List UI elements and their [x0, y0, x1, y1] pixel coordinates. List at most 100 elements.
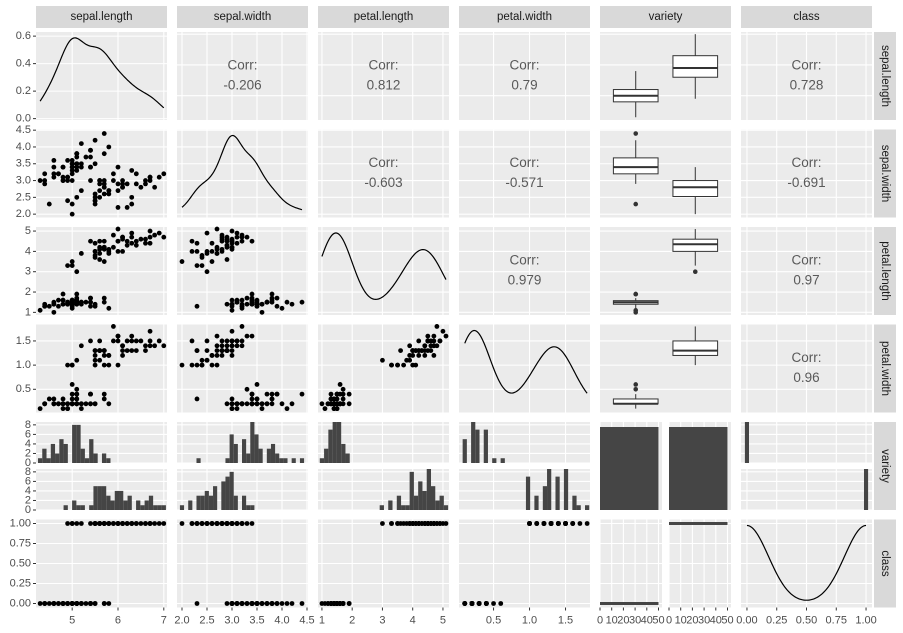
- point: [194, 240, 200, 246]
- x-tick-label: 0: [597, 614, 603, 626]
- point: [214, 244, 220, 250]
- histogram-bar: [328, 429, 333, 463]
- histogram-bar: [229, 471, 234, 510]
- point: [101, 238, 107, 244]
- point: [229, 228, 235, 234]
- point: [209, 521, 215, 526]
- row-strip: [874, 32, 896, 120]
- point: [279, 601, 285, 606]
- y-tick-label: 0.5: [16, 383, 31, 395]
- histogram-bar: [233, 443, 238, 463]
- point: [65, 263, 71, 269]
- point: [88, 338, 93, 344]
- point: [264, 601, 270, 606]
- histogram-bar: [443, 505, 449, 510]
- y-tick-label: 3: [25, 266, 31, 278]
- column-strip: [600, 6, 731, 28]
- point: [234, 401, 240, 407]
- corr-label: Corr:: [369, 155, 399, 170]
- point: [101, 521, 107, 526]
- point: [289, 601, 295, 606]
- point: [224, 521, 230, 526]
- point: [69, 178, 75, 183]
- outlier: [633, 382, 639, 387]
- histogram-bar: [89, 439, 94, 463]
- point: [51, 174, 57, 180]
- point: [97, 194, 103, 200]
- point: [129, 333, 135, 339]
- point: [194, 362, 200, 368]
- point: [115, 188, 121, 194]
- point: [115, 333, 121, 339]
- point: [416, 338, 422, 344]
- point: [65, 198, 71, 204]
- point: [65, 301, 71, 307]
- point: [74, 391, 80, 397]
- column-strip-label: sepal.width: [214, 11, 272, 23]
- point: [129, 348, 135, 354]
- histogram-bar: [405, 505, 410, 510]
- point: [97, 238, 103, 244]
- point: [224, 401, 230, 407]
- point: [65, 601, 71, 606]
- y-tick-label: 6: [25, 428, 31, 440]
- point: [124, 205, 130, 210]
- point: [443, 333, 449, 339]
- point: [279, 401, 285, 407]
- point: [74, 291, 80, 297]
- point: [78, 161, 84, 167]
- point: [284, 299, 290, 305]
- point: [74, 161, 80, 167]
- point: [120, 348, 125, 354]
- point: [224, 234, 230, 240]
- x-tick-label: 0.25: [766, 614, 787, 626]
- point: [74, 164, 80, 170]
- point: [204, 269, 210, 275]
- histogram-bar: [576, 505, 581, 510]
- panel-background: [36, 324, 167, 413]
- point: [219, 521, 225, 526]
- histogram-bar: [283, 458, 288, 463]
- point: [269, 291, 275, 297]
- histogram-bar: [270, 443, 276, 463]
- x-tick-label: 1.00: [855, 614, 876, 626]
- point: [425, 333, 431, 339]
- histogram-bar: [563, 469, 569, 510]
- histogram-bar: [89, 505, 94, 510]
- histogram-bar: [258, 448, 263, 463]
- point: [279, 305, 285, 311]
- corr-value: -0.691: [787, 175, 825, 190]
- point: [219, 238, 225, 244]
- point: [42, 601, 48, 606]
- corr-value: 0.97: [793, 273, 819, 288]
- x-tick-label: 2.0: [174, 614, 189, 626]
- point: [249, 299, 255, 305]
- point: [422, 343, 428, 349]
- point: [56, 303, 61, 309]
- histogram-bar: [555, 476, 560, 510]
- point: [476, 601, 482, 606]
- point: [115, 226, 121, 232]
- point: [229, 343, 235, 349]
- y-tick-label: 4.5: [16, 124, 31, 136]
- point: [120, 521, 125, 526]
- histogram-bar: [585, 505, 590, 510]
- point: [92, 521, 98, 526]
- point: [274, 601, 280, 606]
- point: [284, 601, 290, 606]
- point: [88, 391, 93, 397]
- point: [337, 382, 343, 387]
- point: [214, 362, 220, 368]
- histogram-bar: [435, 500, 440, 510]
- box: [672, 238, 719, 252]
- y-tick-label: 1.5: [16, 335, 31, 347]
- point: [334, 391, 340, 397]
- point: [161, 343, 167, 349]
- point: [106, 188, 112, 194]
- outlier: [633, 201, 639, 207]
- x-tick-label: 10: [606, 614, 618, 626]
- histogram-bar: [106, 495, 111, 510]
- point: [133, 181, 139, 187]
- histogram-bar: [123, 500, 128, 510]
- point: [60, 174, 66, 180]
